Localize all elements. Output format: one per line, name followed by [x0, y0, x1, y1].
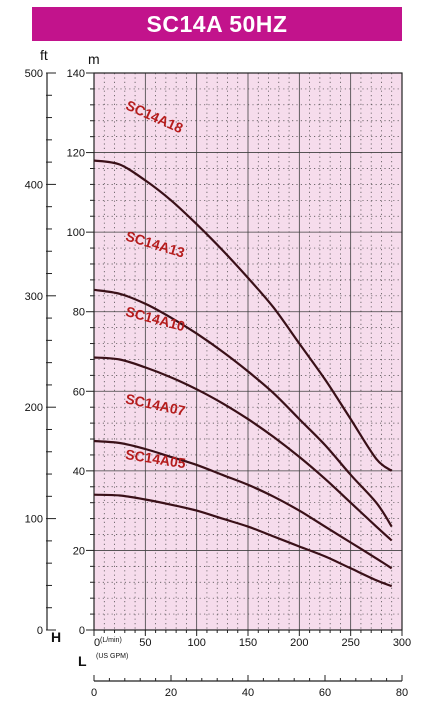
gpm-tick-label: 40: [242, 687, 254, 699]
lmin-tick-label: 100: [187, 637, 205, 649]
gpm-tick-label: 60: [319, 687, 331, 699]
m-tick-label: 20: [73, 545, 85, 557]
plot-area: [93, 72, 403, 631]
m-tick-label: 60: [73, 386, 85, 398]
curve-sc14a13: [93, 288, 393, 528]
curve-sc14a07: [93, 439, 393, 570]
lmin-tick-label: 0: [94, 637, 100, 649]
m-tick-label: 140: [67, 68, 85, 80]
m-tick-label: 0: [79, 625, 85, 637]
lmin-tick-label: 50: [139, 637, 151, 649]
ft-axis-unit: ft: [40, 47, 48, 63]
ft-tick-label: 100: [25, 514, 43, 526]
lmin-tick-label: 150: [239, 637, 257, 649]
gpm-tick-label: 0: [91, 687, 97, 699]
gpm-tick-label: 20: [165, 687, 177, 699]
m-tick-label: 80: [73, 307, 85, 319]
lmin-tick-label: 200: [290, 637, 308, 649]
curve-sc14a05: [93, 493, 393, 588]
curve-sc14a18: [93, 159, 393, 472]
gpm-unit-label: (US GPM): [96, 653, 128, 660]
m-axis-unit: m: [88, 51, 100, 67]
curves: [93, 159, 393, 588]
ft-tick-label: 500: [25, 68, 43, 80]
gpm-tick-label: 80: [396, 687, 408, 699]
chart-title: SC14A 50HZ: [32, 7, 402, 41]
head-axis-symbol: H: [51, 629, 61, 645]
m-tick-label: 120: [67, 148, 85, 160]
lmin-tick-label: 300: [393, 637, 411, 649]
lmin-unit-label: (L/min): [100, 637, 122, 644]
curve-sc14a10: [93, 356, 393, 542]
m-tick-label: 40: [73, 466, 85, 478]
ft-tick-label: 0: [37, 625, 43, 637]
lmin-tick-label: 250: [341, 637, 359, 649]
ft-tick-label: 200: [25, 402, 43, 414]
ft-tick-label: 300: [25, 291, 43, 303]
flow-axis-symbol: L: [78, 653, 87, 669]
m-tick-label: 100: [67, 227, 85, 239]
ft-tick-label: 400: [25, 179, 43, 191]
